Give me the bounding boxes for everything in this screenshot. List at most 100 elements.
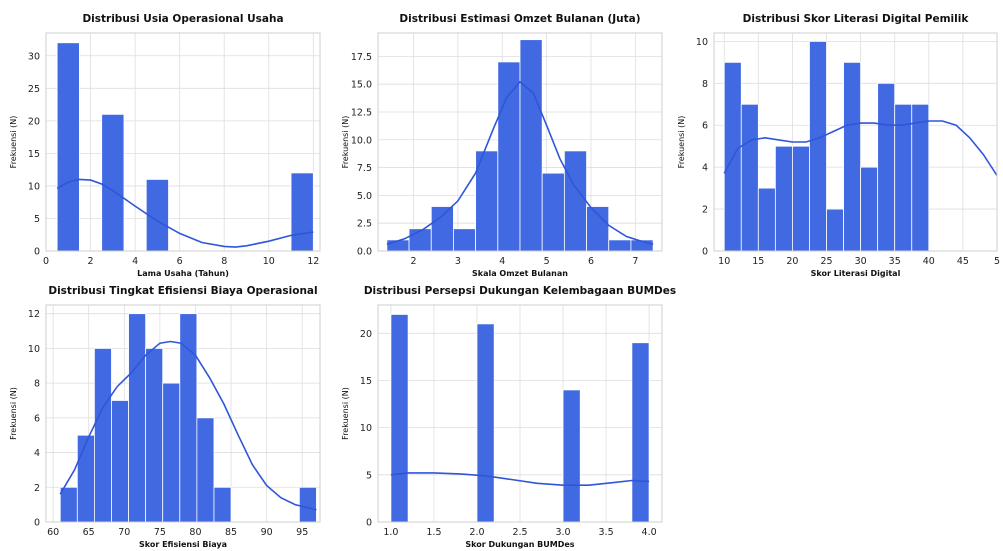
histogram-bar [476, 323, 495, 523]
histogram-bar [290, 172, 314, 252]
x-tick-label: 95 [296, 527, 308, 538]
histogram-bar [101, 113, 125, 252]
y-tick-label: 15 [28, 149, 40, 160]
y-tick-label: 5.0 [357, 191, 372, 202]
y-tick-label: 7.5 [357, 163, 372, 174]
y-tick-label: 10.0 [351, 135, 372, 146]
y-tick-label: 15.0 [351, 80, 372, 91]
plot-frame [713, 32, 998, 252]
y-tick-label: 15 [360, 376, 372, 387]
kde-curve [56, 178, 314, 248]
chart-title: Distribusi Skor Literasi Digital Pemilik [743, 13, 970, 25]
x-tick-label: 0 [43, 256, 49, 267]
histogram-bar [196, 417, 215, 523]
x-tick-label: 60 [47, 527, 59, 538]
histogram-bar [860, 166, 879, 252]
x-tick-label: 2.0 [469, 527, 484, 538]
y-tick-label: 10 [28, 181, 40, 192]
y-tick-label: 0.0 [357, 247, 372, 258]
y-tick-label: 4 [34, 448, 40, 459]
histogram-bar [128, 313, 147, 523]
histogram-bar [608, 239, 632, 252]
x-tick-label: 25 [820, 256, 832, 267]
histogram-bar [56, 42, 80, 252]
x-tick-label: 1.5 [426, 527, 441, 538]
x-tick-label: 6 [177, 256, 183, 267]
x-tick-label: 1.0 [383, 527, 398, 538]
histogram-bar [430, 206, 454, 252]
histogram-bar [911, 103, 930, 252]
x-tick-label: 40 [923, 256, 935, 267]
y-tick-label: 30 [28, 51, 40, 62]
y-tick-label: 10 [360, 423, 372, 434]
y-tick-label: 2.5 [357, 219, 372, 230]
x-axis-label: Skor Literasi Digital [811, 269, 901, 278]
x-tick-label: 2.5 [512, 527, 527, 538]
chart-title: Distribusi Estimasi Omzet Bulanan (Juta) [399, 13, 640, 25]
y-tick-label: 17.5 [351, 52, 372, 63]
x-tick-label: 75 [154, 527, 166, 538]
x-tick-label: 20 [786, 256, 798, 267]
y-tick-label: 5 [34, 214, 40, 225]
x-tick-label: 4.0 [642, 527, 657, 538]
histogram-bar [519, 39, 543, 252]
chart-panel-4: 60 65 70 75 80 85 90 95 0 2 4 6 8 10 12 Distribusi Ting… [9, 285, 321, 549]
y-tick-label: 0 [34, 518, 40, 529]
histogram-bar [453, 228, 477, 252]
x-tick-label: 7 [632, 256, 638, 267]
y-axis-label: Frekuensi (N) [9, 116, 18, 169]
histogram-bar [497, 61, 521, 252]
y-tick-label: 25 [28, 84, 40, 95]
x-tick-label: 80 [189, 527, 201, 538]
x-tick-label: 8 [221, 256, 227, 267]
histogram-bar [298, 486, 317, 523]
histogram-bar [541, 172, 565, 252]
x-tick-label: 65 [83, 527, 95, 538]
x-tick-label: 5 [544, 256, 550, 267]
x-tick-label: 10 [263, 256, 275, 267]
kde-curve [59, 340, 317, 511]
histogram-bar [162, 382, 181, 523]
x-tick-label: 3.0 [555, 527, 570, 538]
x-tick-label: 4 [132, 256, 138, 267]
histogram-bar [562, 389, 581, 523]
x-tick-label: 90 [261, 527, 273, 538]
y-tick-label: 6 [34, 413, 40, 424]
y-tick-label: 0 [366, 518, 372, 529]
y-tick-label: 12.5 [351, 107, 372, 118]
plot-frame [45, 32, 321, 252]
x-tick-label: 12 [307, 256, 319, 267]
y-tick-label: 0 [34, 247, 40, 258]
x-tick-label: 85 [225, 527, 237, 538]
x-tick-label: 70 [118, 527, 130, 538]
histogram-bar [93, 347, 112, 523]
y-tick-label: 4 [702, 163, 708, 174]
x-tick-label: 5 [994, 256, 1000, 267]
kde-curve [386, 80, 654, 246]
histogram-bar [877, 82, 896, 252]
plot-frame [45, 304, 321, 523]
histogram-bar [631, 342, 650, 523]
y-axis-label: Frekuensi (N) [677, 116, 686, 169]
y-tick-label: 0 [702, 247, 708, 258]
y-tick-label: 8 [34, 379, 40, 390]
histogram-bar [894, 103, 913, 252]
x-axis-label: Skor Efisiensi Biaya [139, 540, 227, 549]
y-axis-label: Frekuensi (N) [341, 116, 350, 169]
y-tick-label: 5 [366, 470, 372, 481]
x-axis-label: Skala Omzet Bulanan [472, 269, 568, 278]
histogram-bar [111, 400, 129, 523]
histogram-bar [76, 434, 95, 523]
histogram-bar [390, 314, 409, 523]
y-tick-label: 10 [28, 344, 40, 355]
histogram-bar [563, 150, 587, 252]
x-tick-label: 45 [957, 256, 969, 267]
x-tick-label: 2 [88, 256, 94, 267]
x-tick-label: 2 [410, 256, 416, 267]
chart-title: Distribusi Tingkat Efisiensi Biaya Opera… [48, 285, 317, 297]
y-tick-label: 10 [696, 37, 708, 48]
kde-curve [723, 120, 998, 176]
plot-frame [377, 304, 663, 523]
